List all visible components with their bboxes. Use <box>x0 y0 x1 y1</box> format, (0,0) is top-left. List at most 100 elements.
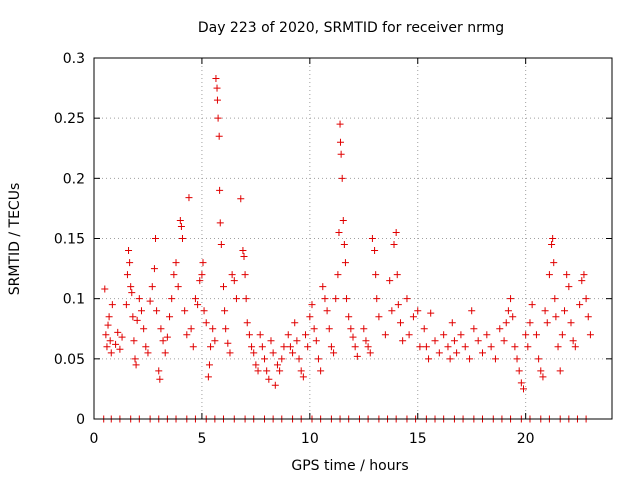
data-point-marker <box>528 301 536 309</box>
data-point-marker <box>576 301 584 309</box>
data-point-marker <box>319 283 327 291</box>
data-point-marker <box>393 271 401 279</box>
data-point-marker <box>243 319 251 327</box>
data-point-marker <box>200 307 208 315</box>
data-point-marker <box>375 313 383 321</box>
data-point-marker <box>381 331 389 339</box>
data-point-marker <box>551 295 559 303</box>
y-axis-title: SRMTID / TECUs <box>7 183 23 296</box>
y-tick-label: 0.15 <box>54 232 85 248</box>
data-point-marker <box>278 355 286 363</box>
data-point-marker <box>541 307 549 315</box>
data-point-marker <box>252 361 260 369</box>
data-point-marker <box>226 349 234 357</box>
data-point-marker <box>222 325 230 333</box>
data-point-marker <box>345 313 353 321</box>
data-point-marker <box>196 277 204 285</box>
data-point-marker <box>386 277 394 285</box>
data-point-marker <box>539 373 547 381</box>
data-point-marker <box>450 337 458 345</box>
data-point-marker <box>128 289 136 297</box>
data-point-marker <box>237 195 245 203</box>
data-point-marker <box>297 367 305 375</box>
y-axis-ticks: 0 0.05 0.1 0.15 0.2 0.25 0.3 <box>54 51 612 428</box>
data-point-marker <box>271 381 279 389</box>
data-point-marker <box>152 235 160 242</box>
data-point-marker <box>132 361 140 369</box>
data-point-marker <box>215 132 223 140</box>
data-point-marker <box>284 331 292 339</box>
y-tick-label: 0 <box>76 412 85 428</box>
data-point-marker <box>425 355 433 363</box>
data-point-marker <box>457 331 465 339</box>
data-point-marker <box>405 331 413 339</box>
data-point-marker <box>335 228 343 236</box>
data-point-marker <box>205 361 213 369</box>
data-point-marker <box>388 307 396 315</box>
data-point-marker <box>347 325 355 333</box>
data-point-marker <box>327 343 335 351</box>
data-point-marker <box>194 301 202 309</box>
data-point-marker <box>221 307 229 315</box>
data-point-marker <box>565 283 573 291</box>
grid-lines <box>94 58 612 419</box>
data-point-marker <box>308 301 316 309</box>
data-point-marker <box>269 349 277 357</box>
y-tick-label: 0.1 <box>63 292 85 308</box>
data-point-marker <box>513 355 521 363</box>
data-point-marker <box>239 247 247 255</box>
data-point-marker <box>250 349 258 357</box>
y-tick-label: 0.25 <box>54 111 85 127</box>
data-point-marker <box>137 307 145 315</box>
data-point-marker <box>105 313 113 321</box>
data-point-marker <box>166 313 174 321</box>
data-point-marker <box>567 319 575 327</box>
x-tick-label: 10 <box>301 431 319 447</box>
data-point-marker <box>304 343 312 351</box>
data-point-marker <box>104 321 112 329</box>
data-point-marker <box>224 339 232 347</box>
data-point-marker <box>211 337 219 345</box>
chart-title: Day 223 of 2020, SRMTID for receiver nrm… <box>198 20 504 36</box>
data-point-marker <box>125 247 133 255</box>
data-point-marker <box>440 331 448 339</box>
data-points <box>100 74 594 423</box>
data-point-marker <box>153 307 161 315</box>
data-point-marker <box>330 349 338 357</box>
data-point-marker <box>535 355 543 363</box>
data-point-marker <box>373 295 381 303</box>
data-point-marker <box>520 385 528 393</box>
data-point-marker <box>135 295 143 303</box>
data-point-marker <box>276 367 284 375</box>
data-point-marker <box>314 355 322 363</box>
data-point-marker <box>242 295 250 303</box>
data-point-marker <box>332 295 340 303</box>
data-point-marker <box>366 349 374 357</box>
data-point-marker <box>403 295 411 303</box>
data-point-marker <box>343 295 351 303</box>
data-point-marker <box>172 259 180 267</box>
data-point-marker <box>118 333 126 341</box>
data-point-marker <box>106 337 114 345</box>
data-point-marker <box>144 349 152 357</box>
data-point-marker <box>156 375 164 383</box>
data-point-marker <box>116 345 124 353</box>
data-point-marker <box>435 349 443 357</box>
data-point-marker <box>487 343 495 351</box>
data-point-marker <box>183 331 191 339</box>
data-point-marker <box>371 247 379 255</box>
data-point-marker <box>549 235 557 242</box>
data-point-marker <box>265 375 273 383</box>
data-point-marker <box>474 337 482 345</box>
data-point-marker <box>256 331 264 339</box>
data-point-marker <box>248 343 256 351</box>
data-point-marker <box>254 367 262 375</box>
data-point-marker <box>353 352 361 360</box>
data-point-marker <box>470 325 478 333</box>
data-point-marker <box>310 325 318 333</box>
data-point-marker <box>280 343 288 351</box>
data-point-marker <box>130 337 138 345</box>
data-point-marker <box>511 343 519 351</box>
data-point-marker <box>323 307 331 315</box>
data-point-marker <box>360 325 368 333</box>
